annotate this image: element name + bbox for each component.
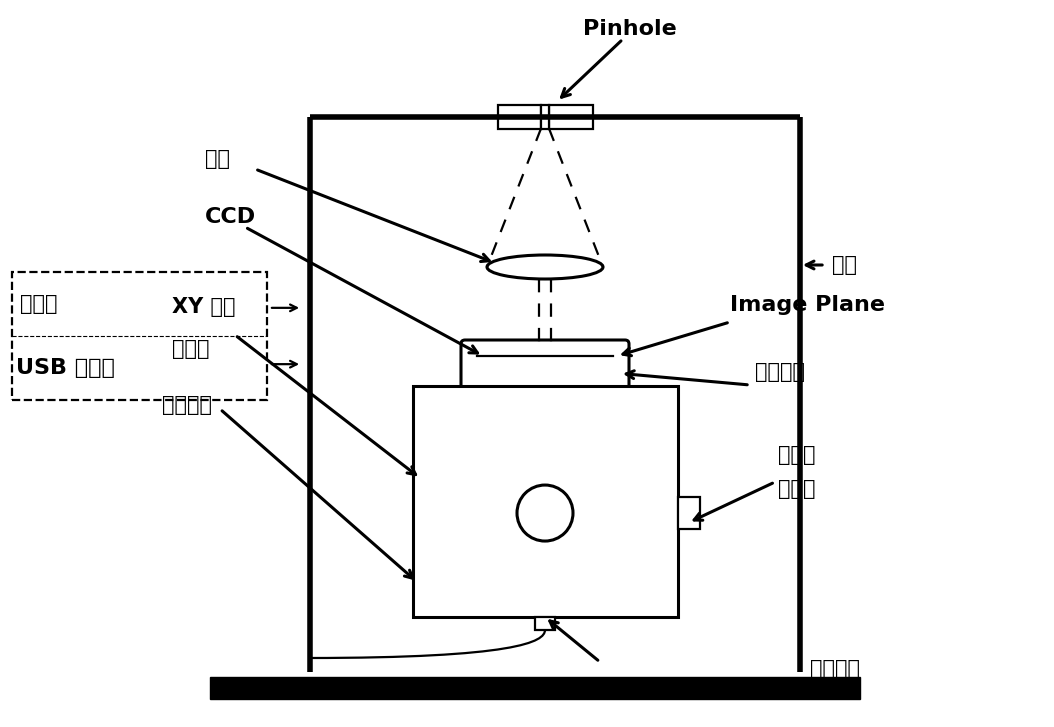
FancyBboxPatch shape bbox=[461, 340, 629, 390]
Bar bbox=[12, 272, 267, 400]
Text: 电源线: 电源线 bbox=[20, 294, 58, 314]
Bar bbox=[541, 105, 549, 129]
Bar bbox=[412, 386, 678, 617]
Text: USB 通信线: USB 通信线 bbox=[16, 358, 115, 378]
Circle shape bbox=[518, 485, 573, 541]
Text: Pinhole: Pinhole bbox=[583, 19, 677, 39]
Text: Image Plane: Image Plane bbox=[730, 295, 885, 315]
Text: 外罩: 外罩 bbox=[832, 255, 857, 275]
Text: 节窗口: 节窗口 bbox=[778, 479, 816, 499]
Text: 透镜: 透镜 bbox=[204, 149, 230, 169]
Bar bbox=[210, 677, 860, 699]
Text: 调节手柄: 调节手柄 bbox=[755, 362, 805, 382]
Text: CCD: CCD bbox=[204, 207, 256, 227]
Bar bbox=[678, 497, 700, 529]
Text: 线路窗口: 线路窗口 bbox=[162, 395, 212, 415]
Text: XY 手动: XY 手动 bbox=[172, 297, 235, 317]
Bar bbox=[535, 617, 555, 630]
Bar bbox=[549, 105, 592, 129]
Text: 整体基座: 整体基座 bbox=[811, 659, 860, 679]
Text: 调节台: 调节台 bbox=[172, 339, 210, 359]
Text: 位移调: 位移调 bbox=[778, 445, 816, 465]
Bar bbox=[497, 105, 541, 129]
Ellipse shape bbox=[487, 255, 603, 279]
